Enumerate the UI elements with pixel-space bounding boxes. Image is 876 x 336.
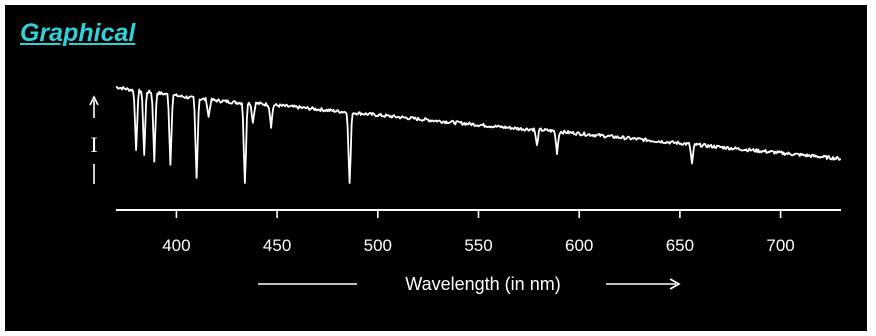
spectrum-trace (116, 86, 842, 184)
x-axis-title: Wavelength (in nm) (405, 274, 560, 294)
x-tick-label: 700 (766, 236, 794, 255)
x-tick-label: 600 (565, 236, 593, 255)
y-arrow-head (89, 95, 99, 106)
x-tick-label: 650 (666, 236, 694, 255)
x-axis-ticks: 400 450 500 550 600 650 700 (162, 210, 795, 255)
y-axis-label: I (90, 132, 97, 157)
x-title-arrow-head (669, 278, 681, 290)
heading: Graphical (20, 19, 136, 47)
x-tick-label: 400 (162, 236, 190, 255)
x-tick-label: 450 (263, 236, 291, 255)
chart-panel (5, 5, 867, 331)
x-tick-label: 500 (364, 236, 392, 255)
x-tick-label: 550 (464, 236, 492, 255)
